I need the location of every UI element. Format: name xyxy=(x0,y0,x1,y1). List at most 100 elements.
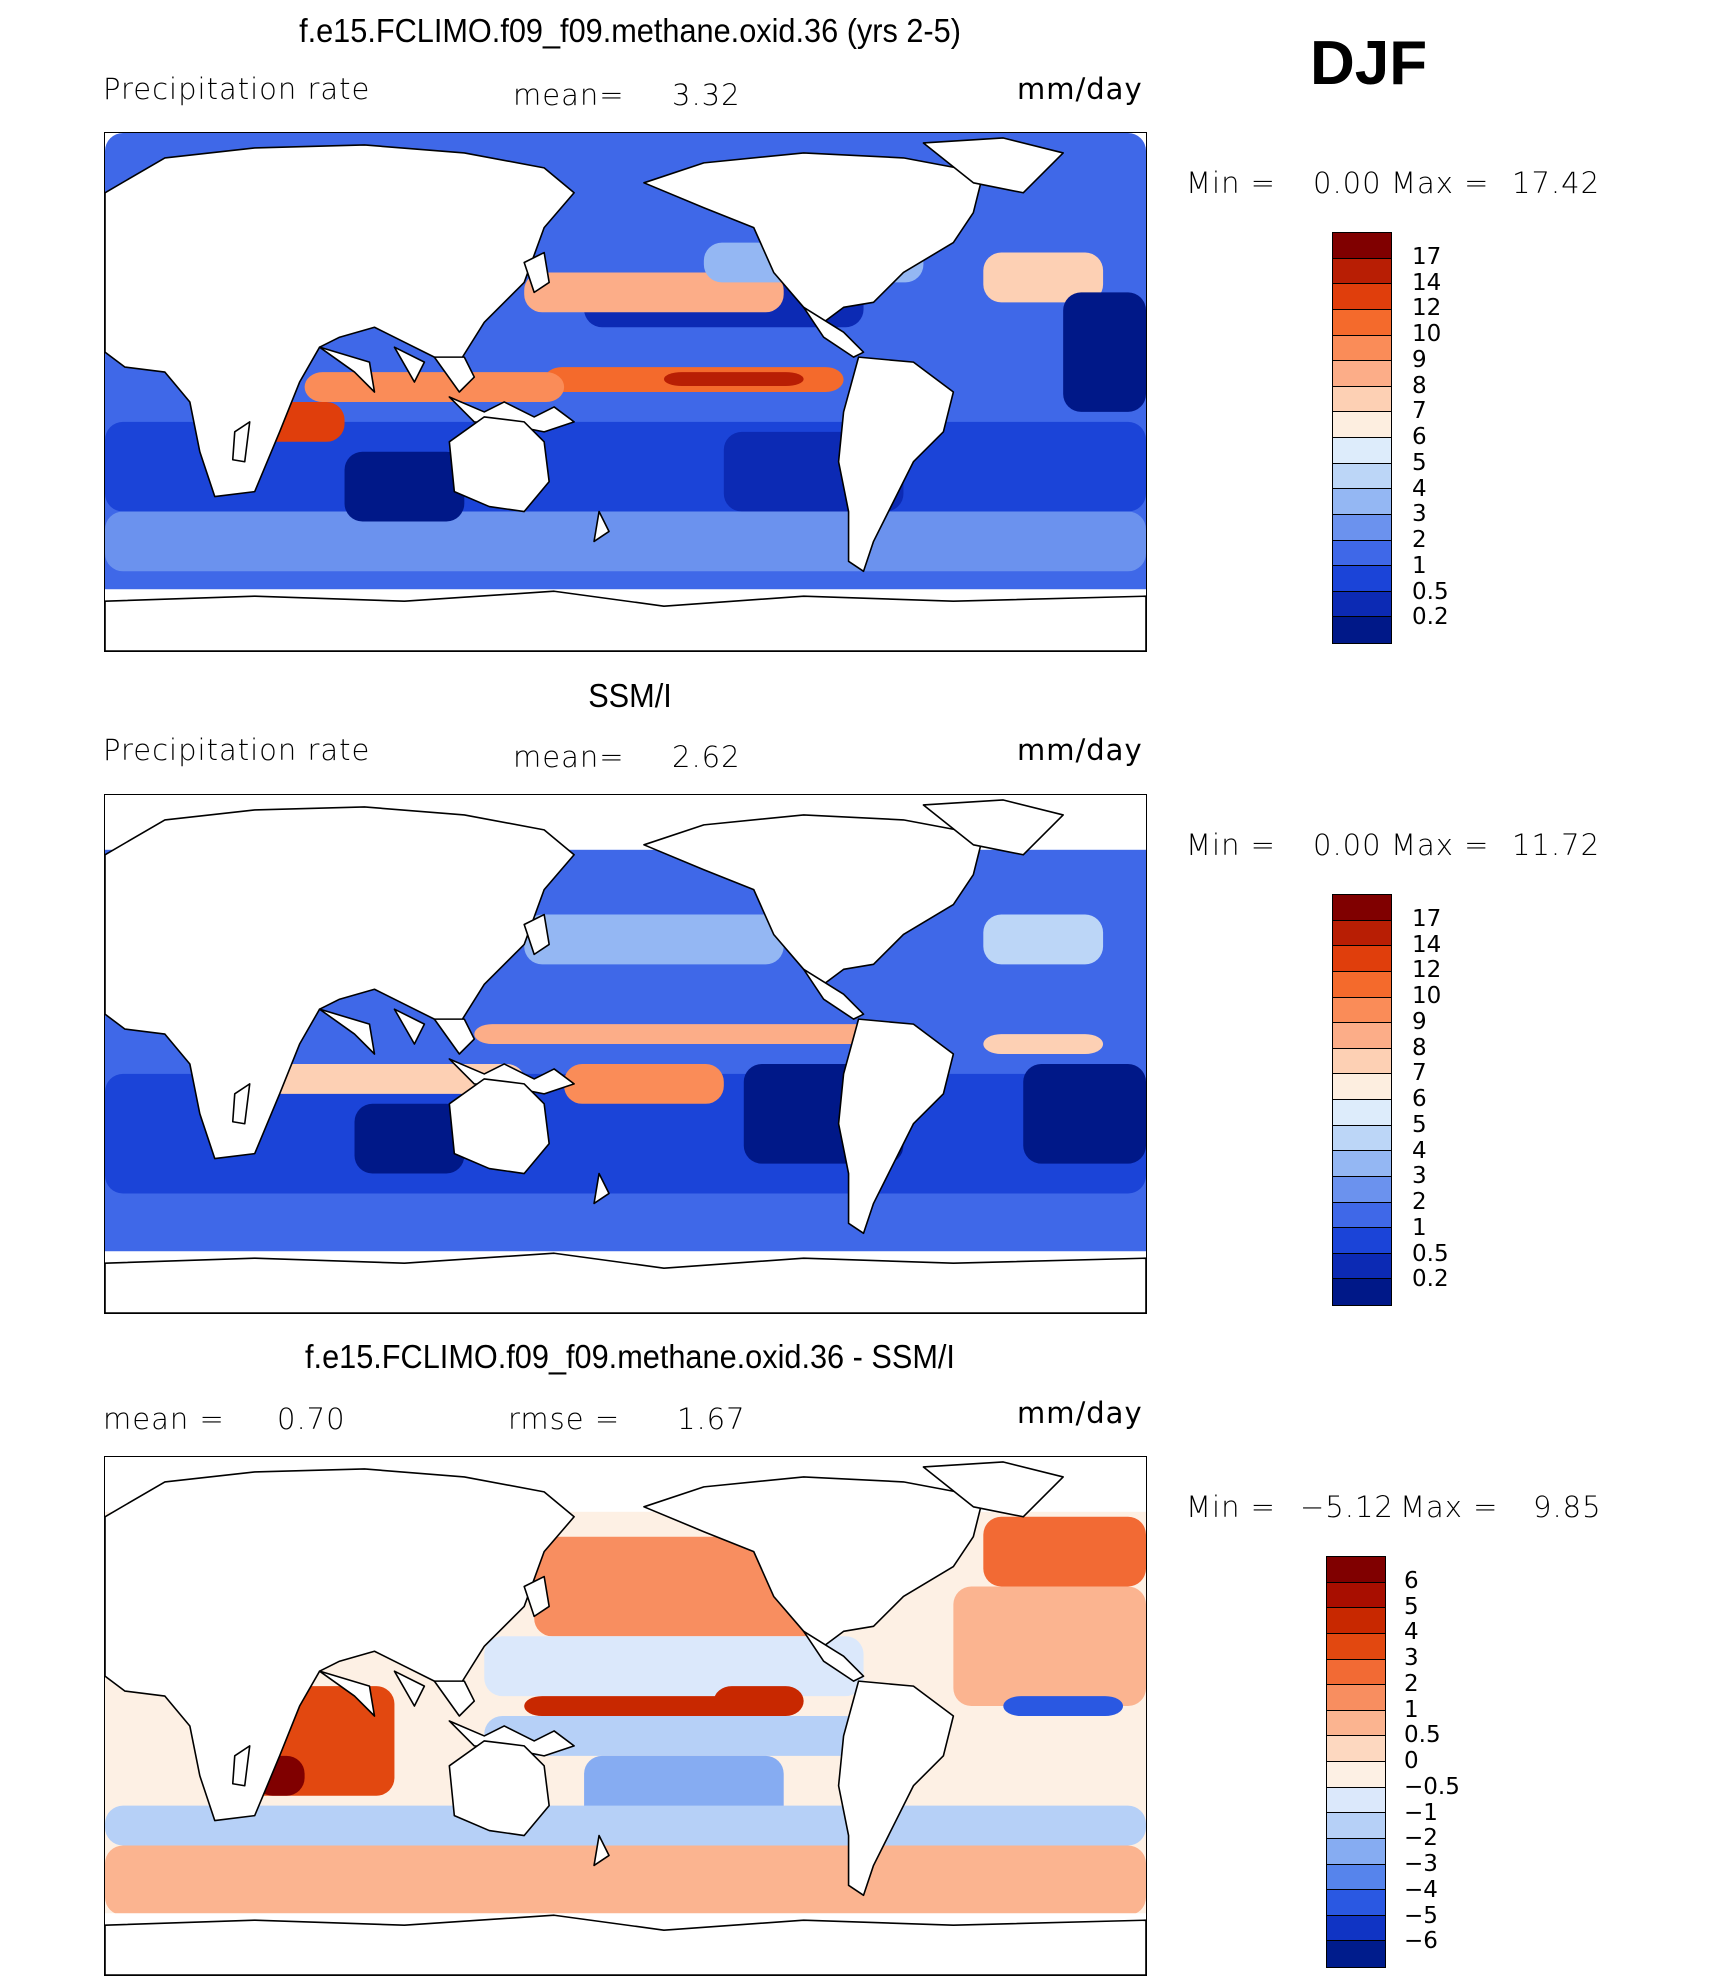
colorbar-tick-label: 1 xyxy=(1412,552,1427,579)
precip-contour-region xyxy=(983,914,1104,965)
panel-2-max-value: 11.72 xyxy=(1512,828,1601,862)
colorbar-tick-label: 1 xyxy=(1412,1214,1427,1241)
landmass-outline xyxy=(105,1468,575,1822)
panel-1-max-value: 17.42 xyxy=(1512,166,1601,200)
panel-1-mean-label: mean= xyxy=(513,78,625,112)
panel-3-map xyxy=(104,1456,1147,1976)
colorbar-tick-label: 2 xyxy=(1404,1670,1419,1697)
colorbar-tick-label: 9 xyxy=(1412,346,1427,373)
coastlines xyxy=(105,799,1146,1313)
colorbar-swatch xyxy=(1327,1762,1385,1788)
colorbar-tick-label: 2 xyxy=(1412,1189,1427,1215)
colorbar-tick-label: 3 xyxy=(1404,1645,1419,1671)
landmass-outline xyxy=(433,1018,476,1055)
colorbar-swatch xyxy=(1327,1813,1385,1839)
colorbar-tick-label: 8 xyxy=(1412,1034,1427,1061)
colorbar-swatch xyxy=(1327,1787,1385,1814)
colorbar-tick-label: 5 xyxy=(1412,1111,1427,1138)
colorbar-tick-label: 1 xyxy=(1404,1696,1419,1723)
colorbar-tick-label: −2 xyxy=(1404,1825,1438,1852)
colorbar-swatch xyxy=(1327,1838,1385,1865)
panel-3-units: mm/day xyxy=(1017,1396,1143,1430)
colorbar-swatch xyxy=(1333,233,1391,259)
landmass-outline xyxy=(643,152,985,324)
coastlines xyxy=(105,1461,1146,1975)
landmass-outline xyxy=(105,806,575,1160)
landmass-outline xyxy=(448,1078,550,1175)
colorbar-tick-label: 0.5 xyxy=(1412,578,1449,605)
panel-1-max-label: Max = xyxy=(1391,166,1490,200)
precip-contour-region xyxy=(1023,1063,1146,1164)
precip-contour-region xyxy=(474,1024,914,1045)
colorbar-swatch xyxy=(1327,1633,1385,1660)
panel-1-units: mm/day xyxy=(1017,72,1143,106)
colorbar-tick-label: 10 xyxy=(1412,983,1442,1009)
colorbar-swatch xyxy=(1333,997,1391,1024)
panel-2-title: SSM/I xyxy=(588,677,672,714)
landmass-outline xyxy=(105,590,1146,651)
precip-contour-region xyxy=(344,451,465,522)
colorbar-swatch xyxy=(1327,1890,1385,1916)
colorbar-tick-label: −4 xyxy=(1404,1876,1438,1903)
colorbar-tick-label: −3 xyxy=(1404,1851,1438,1877)
colorbar-tick-label: 14 xyxy=(1412,269,1442,296)
landmass-outline xyxy=(105,1914,1146,1975)
panel-3-colorbar xyxy=(1326,1556,1386,1968)
landmass-outline xyxy=(523,913,550,956)
panel-3-rmse-label: rmse = xyxy=(508,1402,621,1436)
colorbar-tick-label: 17 xyxy=(1412,905,1442,932)
colorbar-tick-label: 10 xyxy=(1412,321,1442,347)
landmass-outline xyxy=(523,1575,550,1618)
colorbar-swatch xyxy=(1327,1864,1385,1891)
colorbar-swatch xyxy=(1333,1176,1391,1203)
colorbar-swatch xyxy=(1333,920,1391,947)
landmass-outline xyxy=(593,1834,610,1867)
precip-contour-region xyxy=(1003,1696,1124,1716)
colorbar-swatch xyxy=(1333,1023,1391,1049)
precip-contour-region xyxy=(663,372,804,387)
landmass-outline xyxy=(318,346,376,393)
panel-1-mean-value: 3.32 xyxy=(672,78,741,112)
panel-1-colorbar xyxy=(1332,232,1392,644)
colorbar-tick-label: 5 xyxy=(1412,449,1427,476)
panel-1-variable: Precipitation rate xyxy=(103,72,371,106)
precip-contour-region xyxy=(713,1686,804,1716)
colorbar-tick-label: 14 xyxy=(1412,931,1442,958)
landmass-outline xyxy=(105,144,575,498)
colorbar-tick-label: 0.5 xyxy=(1412,1240,1449,1267)
landmass-outline xyxy=(448,1740,550,1837)
colorbar-tick-label: 3 xyxy=(1412,501,1427,528)
colorbar-tick-label: 4 xyxy=(1412,475,1427,502)
landmass-outline xyxy=(433,356,476,393)
colorbar-tick-label: −5 xyxy=(1404,1902,1438,1929)
colorbar-swatch xyxy=(1327,1608,1385,1634)
colorbar-tick-label: 8 xyxy=(1412,372,1427,399)
colorbar-swatch xyxy=(1333,335,1391,362)
colorbar-swatch xyxy=(1333,1125,1391,1152)
colorbar-swatch xyxy=(1333,971,1391,998)
colorbar-swatch xyxy=(1327,1710,1385,1737)
colorbar-swatch xyxy=(1333,463,1391,490)
panel-2-min-value: 0.00 xyxy=(1313,828,1382,862)
precip-contour-region xyxy=(105,1845,1146,1916)
colorbar-tick-label: 12 xyxy=(1412,957,1442,984)
landmass-outline xyxy=(802,306,865,358)
landmass-outline xyxy=(393,346,426,383)
panel-2-mean-label: mean= xyxy=(513,740,625,774)
panel-2-min-label: Min = xyxy=(1186,828,1276,862)
colorbar-swatch xyxy=(1327,1557,1385,1583)
colorbar-tick-label: −1 xyxy=(1404,1799,1438,1826)
precip-contour-region xyxy=(304,372,565,402)
landmass-outline xyxy=(318,1008,376,1055)
landmass-outline xyxy=(837,356,955,573)
colorbar-tick-label: 5 xyxy=(1404,1593,1419,1620)
panel-3-mean-value: 0.70 xyxy=(277,1402,346,1436)
panel-2-colorbar xyxy=(1332,894,1392,1306)
colorbar-tick-label: 17 xyxy=(1412,243,1442,270)
precip-contour-region xyxy=(484,1716,944,1756)
colorbar-swatch xyxy=(1333,1202,1391,1229)
colorbar-swatch xyxy=(1333,489,1391,515)
landmass-outline xyxy=(231,1745,251,1787)
precip-contour-region xyxy=(105,511,1146,572)
colorbar-swatch xyxy=(1333,1253,1391,1280)
